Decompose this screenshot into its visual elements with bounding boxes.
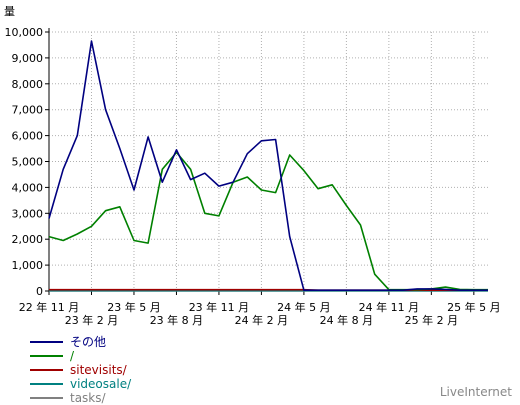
y-tick-label: 6,000	[12, 130, 44, 143]
legend-swatch	[30, 369, 63, 371]
x-tick-label: 25 年 2 月	[405, 313, 459, 327]
x-tick-label: 22 年 11 月	[19, 300, 79, 314]
x-tick-label: 23 年 8 月	[150, 313, 204, 327]
y-tick-label: 9,000	[12, 52, 44, 65]
x-tick-label: 25 年 5 月	[447, 300, 501, 314]
y-axis-label: 量	[4, 5, 15, 18]
y-tick-label: 4,000	[12, 181, 44, 194]
legend-item-tasks[interactable]: tasks/	[30, 391, 131, 405]
y-tick-label: 2,000	[12, 233, 44, 246]
y-tick-label: 0	[36, 285, 43, 298]
x-tick-label: 24 年 5 月	[277, 300, 331, 314]
legend-label: tasks/	[70, 391, 106, 405]
legend-item-videosale[interactable]: videosale/	[30, 377, 131, 391]
x-tick-label: 24 年 11 月	[359, 300, 419, 314]
x-tick-labels: 22 年 11 月 23 年 5 月 23 年 11 月 24 年 5 月 24 年 1…	[19, 300, 501, 327]
y-tick-label: 8,000	[12, 78, 44, 91]
x-tick-label: 24 年 8 月	[320, 313, 374, 327]
x-tick-label: 23 年 11 月	[189, 300, 249, 314]
legend-item-other[interactable]: その他	[30, 335, 131, 349]
legend-label: /	[70, 349, 75, 363]
legend-item-root[interactable]: /	[30, 349, 131, 363]
y-tick-label: 1,000	[12, 259, 44, 272]
legend-item-sitevisits[interactable]: sitevisits/	[30, 363, 131, 377]
grid	[49, 31, 488, 291]
x-tick-label: 24 年 2 月	[235, 313, 289, 327]
legend-swatch	[30, 355, 63, 357]
legend-swatch	[30, 341, 63, 343]
legend-label: その他	[70, 335, 107, 349]
legend-label: videosale/	[70, 377, 132, 391]
legend-swatch	[30, 397, 63, 399]
x-tick-label: 23 年 2 月	[65, 313, 119, 327]
series-lines	[48, 40, 488, 292]
line-chart: 量 0 1,000 2,000 3,000 4,000 5,000 6,000 7,000 8,…	[4, 5, 501, 327]
legend-swatch	[30, 383, 63, 385]
y-tick-labels: 0 1,000 2,000 3,000 4,000 5,000 6,000 7,000 8,00…	[5, 26, 44, 298]
brand-label: LiveInternet	[439, 385, 512, 399]
y-tick-label: 10,000	[5, 26, 44, 39]
x-tick-label: 23 年 5 月	[107, 300, 161, 314]
legend: その他 / sitevisits/ videosale/ tasks/	[30, 335, 131, 405]
y-tick-label: 7,000	[12, 104, 44, 117]
y-tick-label: 3,000	[12, 207, 44, 220]
series-root-line	[48, 151, 488, 291]
y-tick-label: 5,000	[12, 156, 44, 169]
series-other-line	[48, 40, 488, 292]
legend-label: sitevisits/	[70, 363, 127, 377]
